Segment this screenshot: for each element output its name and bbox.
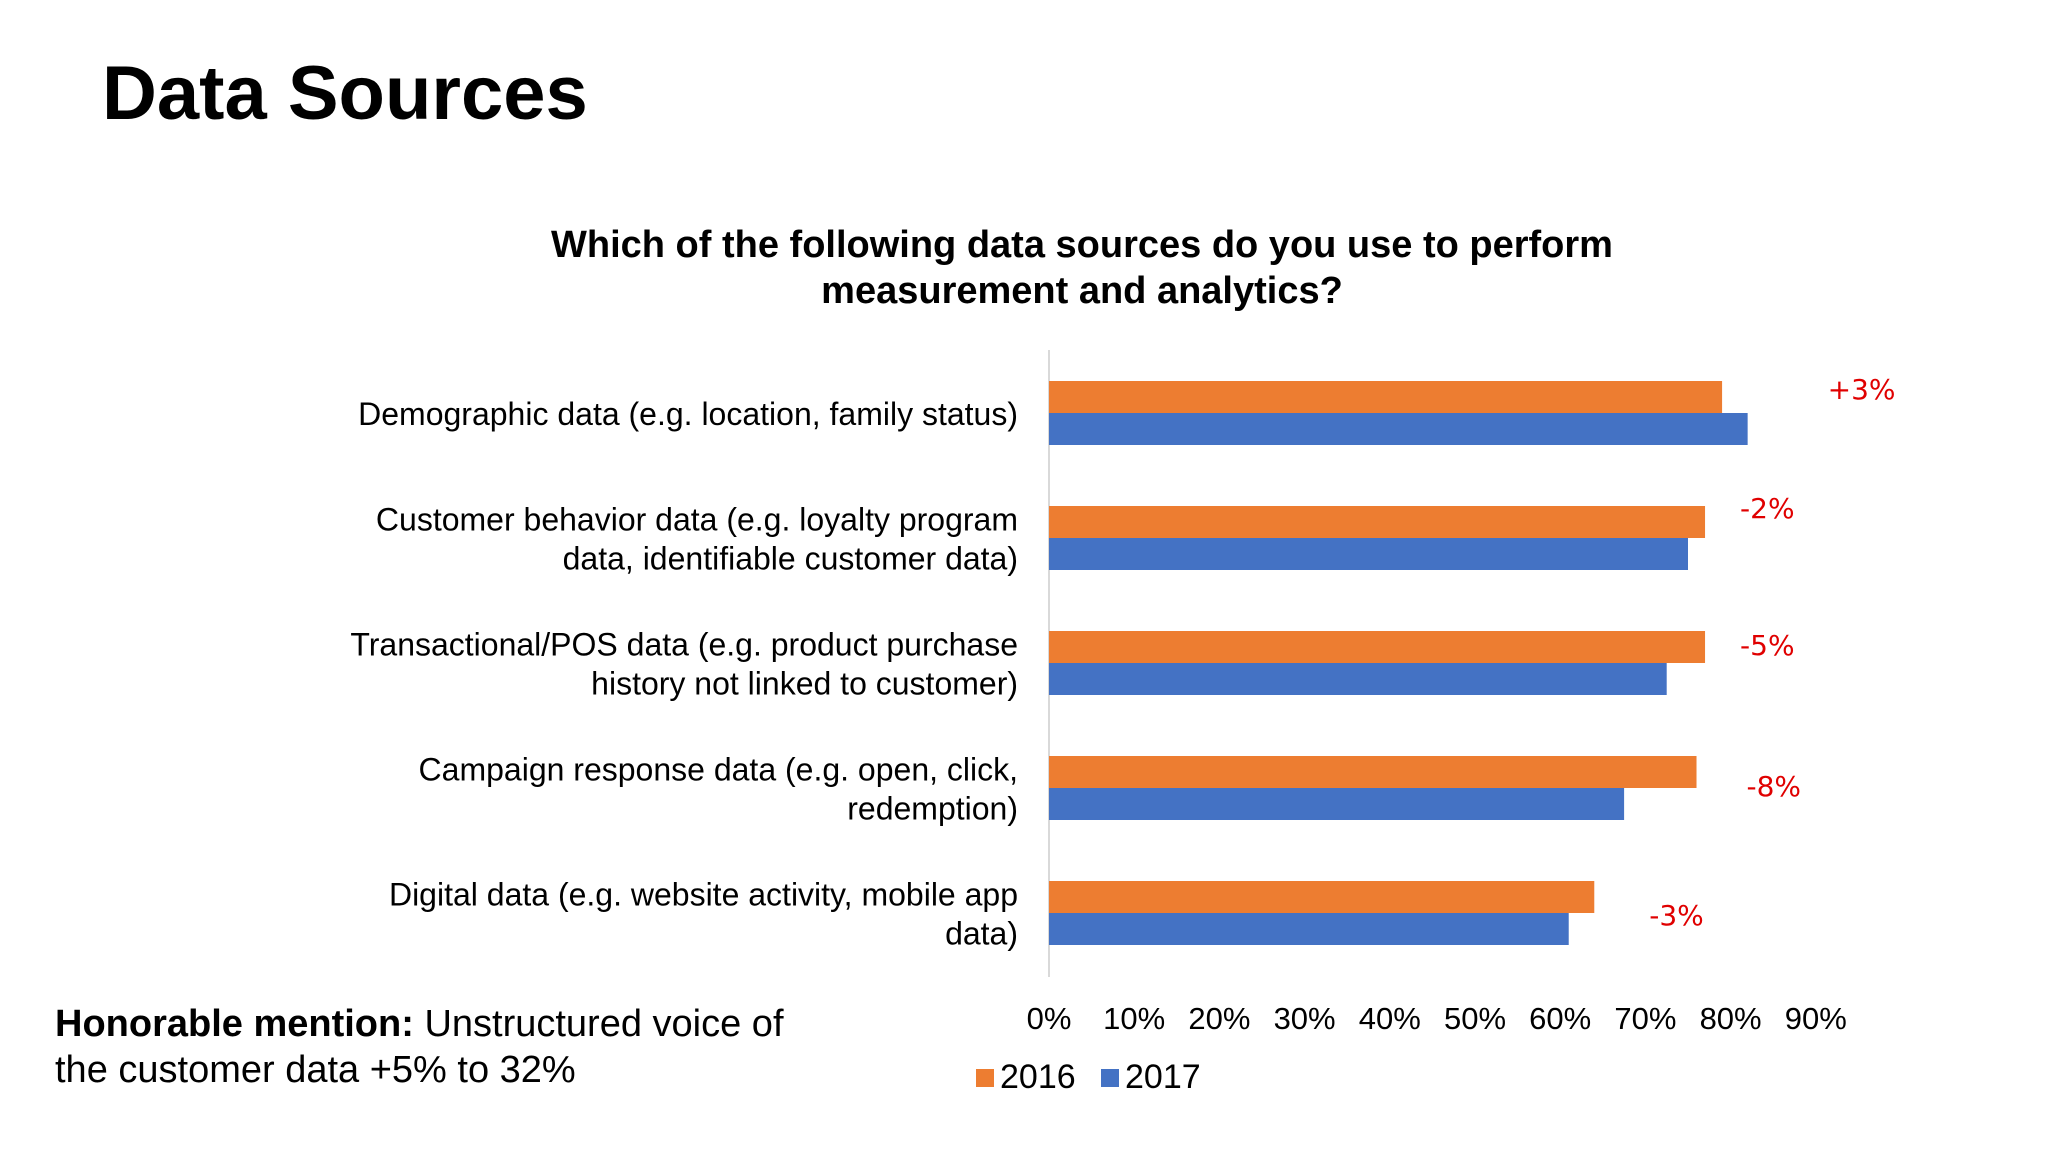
- bar-2017-3: [1049, 663, 1667, 695]
- category-label-3-line-2: history not linked to customer): [591, 666, 1018, 702]
- legend-item-2016: 2016: [976, 1058, 1076, 1097]
- category-label-1-line-1: Demographic data (e.g. location, family …: [358, 396, 1018, 432]
- change-annotation-5: -3%: [1649, 899, 1704, 932]
- x-tick-label-70pct: 70%: [1614, 1001, 1676, 1036]
- category-label-4-line-2: redemption): [847, 791, 1018, 827]
- x-tick-label-10pct: 10%: [1103, 1001, 1165, 1036]
- category-label-4: Campaign response data (e.g. open, click…: [419, 752, 1018, 827]
- category-label-2-line-2: data, identifiable customer data): [563, 541, 1018, 577]
- category-label-5-line-2: data): [945, 916, 1018, 952]
- chart-title: Which of the following data sources do y…: [440, 222, 1724, 314]
- category-label-2: Customer behavior data (e.g. loyalty pro…: [376, 502, 1018, 577]
- category-label-3: Transactional/POS data (e.g. product pur…: [350, 627, 1018, 702]
- chart-title-line-1: Which of the following data sources do y…: [551, 224, 1613, 266]
- x-tick-label-20pct: 20%: [1188, 1001, 1250, 1036]
- x-tick-label-90pct: 90%: [1785, 1001, 1847, 1036]
- bar-2016-5: [1049, 881, 1595, 913]
- bar-2017-4: [1049, 788, 1625, 820]
- change-annotation-4: -8%: [1747, 770, 1802, 803]
- bar-2016-4: [1049, 756, 1697, 788]
- category-label-4-line-1: Campaign response data (e.g. open, click…: [419, 752, 1018, 788]
- legend-label-2016: 2016: [1000, 1058, 1076, 1096]
- x-tick-label-0pct: 0%: [1027, 1001, 1072, 1036]
- x-tick-label-50pct: 50%: [1444, 1001, 1506, 1036]
- category-label-3-line-1: Transactional/POS data (e.g. product pur…: [350, 627, 1018, 663]
- category-label-5: Digital data (e.g. website activity, mob…: [389, 877, 1018, 952]
- category-label-5-line-1: Digital data (e.g. website activity, mob…: [389, 877, 1018, 913]
- x-tick-label-60pct: 60%: [1529, 1001, 1591, 1036]
- bar-2017-5: [1049, 913, 1569, 945]
- bar-2017-1: [1049, 413, 1748, 445]
- legend-item-2017: 2017: [1101, 1058, 1201, 1097]
- category-label-2-line-1: Customer behavior data (e.g. loyalty pro…: [376, 502, 1018, 538]
- x-tick-label-40pct: 40%: [1359, 1001, 1421, 1036]
- note-line-1-rest: Unstructured voice of: [413, 1003, 784, 1045]
- note-bold: Honorable mention:: [55, 1003, 414, 1045]
- bar-2017-2: [1049, 538, 1688, 570]
- honorable-mention-note: Honorable mention: Unstructured voice of…: [55, 1001, 784, 1093]
- category-label-1: Demographic data (e.g. location, family …: [358, 396, 1018, 432]
- bar-2016-1: [1049, 381, 1723, 413]
- change-annotation-1: +3%: [1828, 373, 1896, 406]
- change-annotation-2: -2%: [1740, 492, 1795, 525]
- legend-swatch-2016: [976, 1068, 994, 1087]
- legend-label-2017: 2017: [1125, 1058, 1201, 1096]
- chart-title-line-2: measurement and analytics?: [821, 270, 1343, 312]
- note-line-2: the customer data +5% to 32%: [55, 1049, 576, 1091]
- legend-swatch-2017: [1101, 1068, 1119, 1087]
- x-tick-label-80pct: 80%: [1700, 1001, 1762, 1036]
- slide-title: Data Sources: [102, 51, 588, 136]
- change-annotation-3: -5%: [1740, 629, 1795, 662]
- note-line-1: Honorable mention: Unstructured voice of: [55, 1001, 784, 1047]
- x-tick-label-30pct: 30%: [1274, 1001, 1336, 1036]
- bar-2016-2: [1049, 506, 1706, 538]
- bar-2016-3: [1049, 631, 1706, 663]
